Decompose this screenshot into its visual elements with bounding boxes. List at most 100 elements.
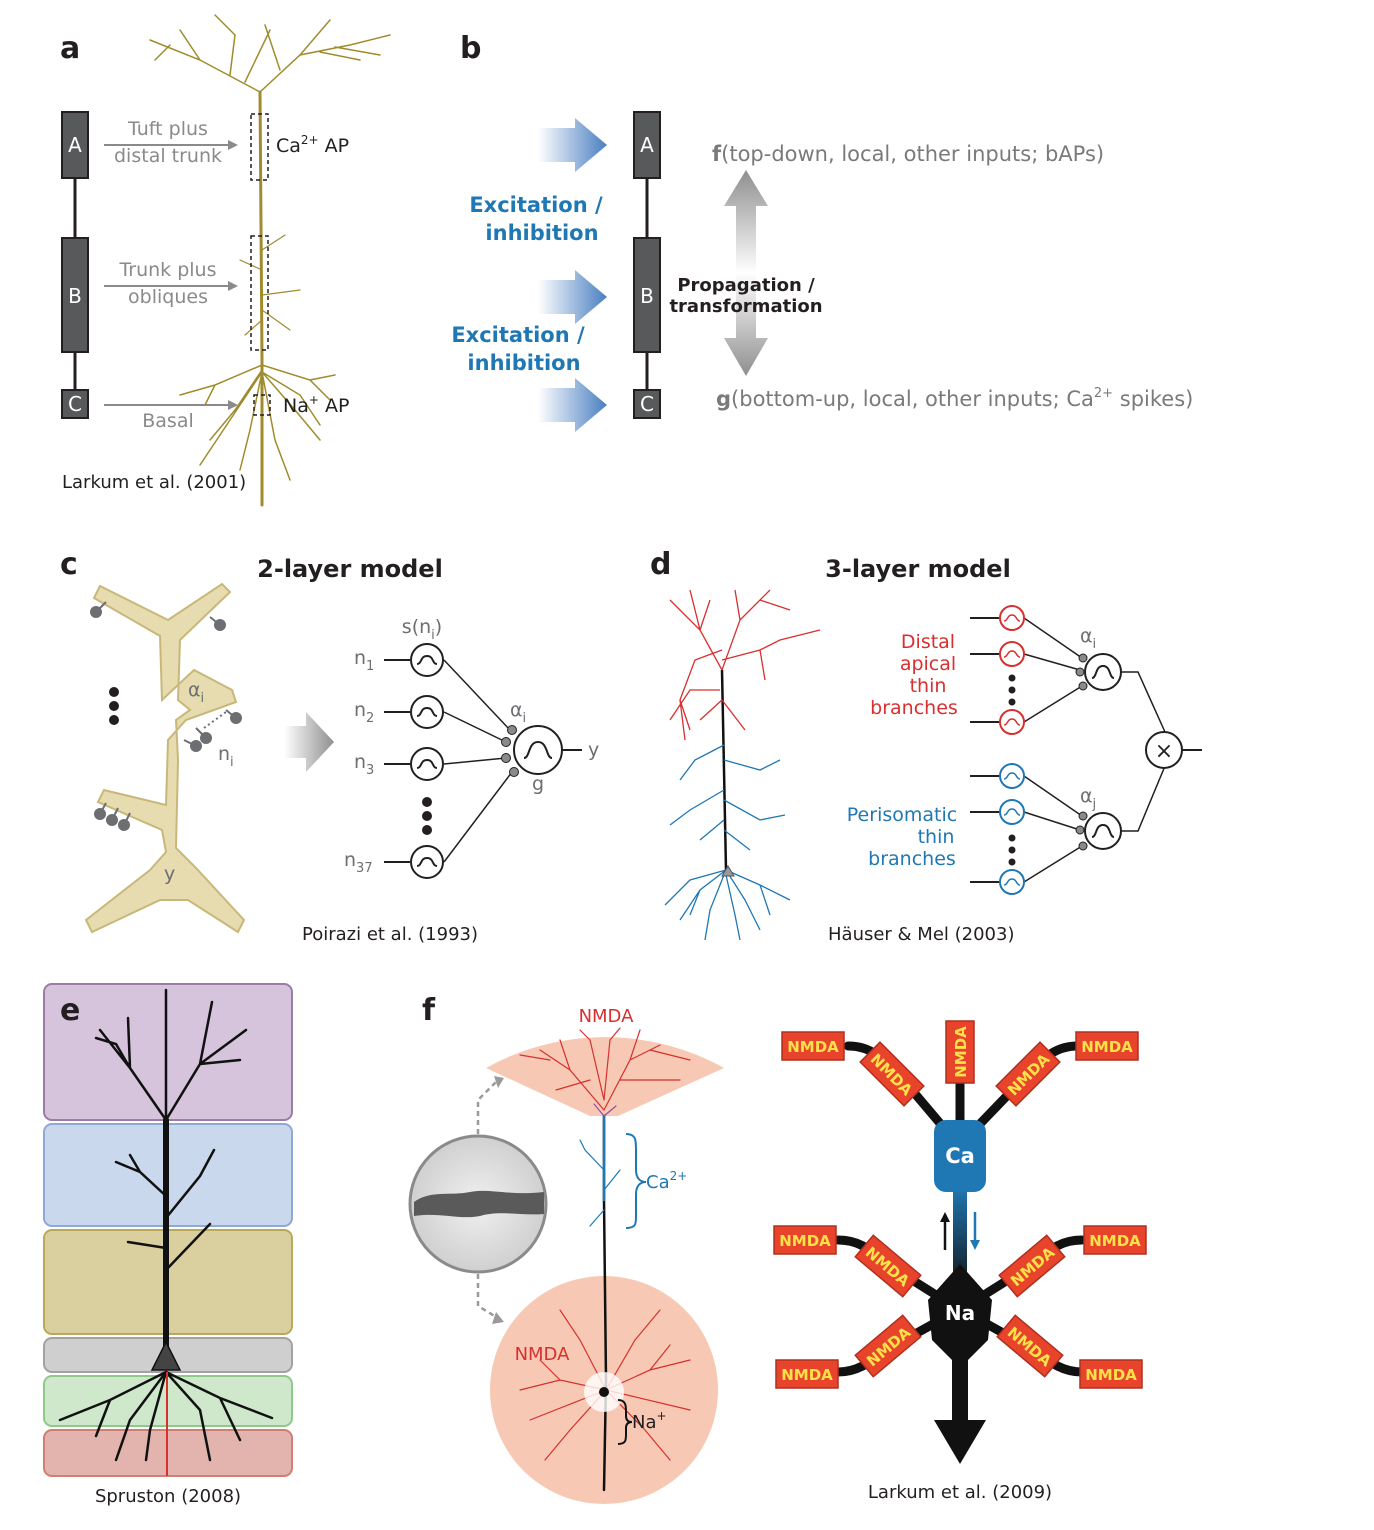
nmda-tag-10: NMDA	[775, 1359, 839, 1389]
compartment-a-label-b: A	[640, 133, 654, 157]
perisomatic-label-line1: Perisomatic	[847, 804, 957, 826]
distal-subnetwork: αi	[970, 605, 1122, 735]
citation-d: Häuser & Mel (2003)	[828, 924, 1015, 945]
output-y-label: y	[588, 739, 599, 761]
input-c-label: Basal	[142, 410, 194, 432]
svg-text:NMDA: NMDA	[781, 1366, 833, 1384]
colored-neuron-drawing	[664, 589, 821, 941]
compartment-a-box-b	[633, 111, 661, 179]
dendrite-segment	[414, 1190, 544, 1218]
alpha-j-label-d: αj	[1080, 785, 1096, 812]
compartment-c-label: C	[68, 392, 82, 416]
two-layer-title: 2-layer model	[257, 555, 443, 583]
compartment-b-box	[61, 237, 89, 353]
distal-label-line3: thin	[910, 675, 947, 697]
svg-text:NMDA: NMDA	[1089, 1232, 1141, 1250]
input-arrowhead-a	[228, 140, 238, 150]
compartment-b-box-b	[633, 237, 661, 353]
excitation-label-2-line2: inhibition	[467, 351, 580, 375]
propagation-label-line2: transformation	[669, 296, 822, 317]
nmda-tag-13: NMDA	[1079, 1359, 1143, 1389]
compartment-b-label-b: B	[640, 284, 654, 308]
ca-brace	[625, 1133, 647, 1229]
na-ap-label: Na+ AP	[283, 393, 349, 417]
nmda-bottom-label: NMDA	[515, 1344, 571, 1365]
panel-label-c: c	[60, 547, 78, 582]
excitation-arrow-a	[538, 118, 607, 172]
svg-text:NMDA: NMDA	[1081, 1038, 1133, 1056]
perisomatic-subnetwork: αj	[970, 763, 1122, 895]
na-ap-recording-box	[253, 394, 271, 416]
compartment-c-box-b	[633, 389, 661, 419]
layer5-neuron-drawing	[519, 1027, 691, 1492]
excitation-arrow-b	[538, 270, 607, 324]
na-compartment-label: Na	[945, 1301, 975, 1325]
panel-c: c 2-layer model αi ni y s(ni)	[60, 547, 599, 945]
compartment-a-label: A	[68, 133, 82, 157]
n1-label: n1	[354, 647, 374, 674]
two-layer-network: s(ni) n1 n2 n3 n37	[344, 616, 599, 879]
ellipsis-dot-2	[109, 701, 119, 711]
compartment-b-label: B	[68, 284, 82, 308]
panel-a: a A B C Tuft plus distal trunk Trunk plu…	[60, 14, 391, 507]
soma-dot	[599, 1387, 609, 1397]
svg-text:NMDA: NMDA	[787, 1038, 839, 1056]
input-node-3	[410, 747, 444, 781]
ca-zone-label: Ca2+	[646, 1169, 687, 1193]
n37-label: n37	[344, 849, 373, 876]
neuron-silhouette	[84, 582, 246, 934]
trunk-recording-box	[250, 235, 269, 351]
alpha-i-label-d: αi	[1080, 625, 1096, 652]
soma-y-label: y	[164, 863, 175, 885]
n-i-label: ni	[218, 743, 234, 770]
svg-text:NMDA: NMDA	[952, 1026, 970, 1078]
panel-label-e: e	[60, 993, 80, 1028]
citation-e: Spruston (2008)	[95, 1486, 241, 1507]
input-node-37	[410, 845, 444, 879]
ca-na-stem	[953, 1186, 967, 1294]
panel-f: f NMDA NMDA	[408, 993, 1147, 1504]
layer-band-tuft	[43, 983, 293, 1121]
svg-text:NMDA: NMDA	[1085, 1366, 1137, 1384]
na-compartment-body	[928, 1264, 992, 1464]
citation-c: Poirazi et al. (1993)	[302, 924, 478, 945]
s-ni-label: s(ni)	[402, 616, 442, 643]
panel-d: d 3-layer model Distal apical thin branc…	[650, 547, 1202, 945]
svg-text:NMDA: NMDA	[779, 1232, 831, 1250]
panel-label-d: d	[650, 547, 671, 582]
compartment-a-box	[61, 111, 89, 179]
output-g-label: g	[532, 773, 544, 795]
nmda-tag-3: NMDA	[945, 1020, 975, 1084]
input-a-line1: Tuft plus	[127, 118, 208, 140]
na-zone-label: Na+	[632, 1409, 667, 1433]
compartment-c-label-b: C	[640, 392, 654, 416]
output-alpha-label: αi	[510, 699, 526, 726]
nmda-tag-2: NMDA	[859, 1041, 925, 1107]
compartment-c-box	[61, 389, 89, 419]
panel-label-f: f	[422, 993, 436, 1028]
soma-triangle	[150, 1340, 182, 1371]
citation-a: Larkum et al. (2001)	[62, 472, 246, 493]
nmda-tag-1: NMDA	[781, 1031, 845, 1061]
synapse-dots	[203, 711, 227, 729]
output-node	[513, 725, 563, 775]
inset-link-bottom	[476, 1274, 499, 1320]
input-b-line2: obliques	[128, 286, 208, 308]
excitation-arrow-c	[538, 378, 607, 432]
excitation-label-2-line1: Excitation /	[451, 323, 585, 347]
f-function-label: f(top-down, local, other inputs; bAPs)	[712, 142, 1104, 166]
nmda-tag-9: NMDA	[1083, 1225, 1147, 1255]
schematic-neuron	[58, 988, 274, 1462]
model-arrow	[284, 712, 334, 772]
g-function-label: g(bottom-up, local, other inputs; Ca2+ s…	[716, 386, 1193, 411]
input-arrowhead-c	[228, 400, 238, 410]
input-a-line2: distal trunk	[114, 145, 222, 167]
inset-link-top	[476, 1079, 499, 1134]
panel-label-b: b	[460, 31, 481, 66]
alpha-i-label: αi	[188, 679, 204, 706]
distal-label-line4: branches	[870, 697, 958, 719]
apical-tuft-sector	[486, 1037, 724, 1116]
citation-f: Larkum et al. (2009)	[868, 1482, 1052, 1503]
ca-compartment	[934, 1120, 986, 1192]
